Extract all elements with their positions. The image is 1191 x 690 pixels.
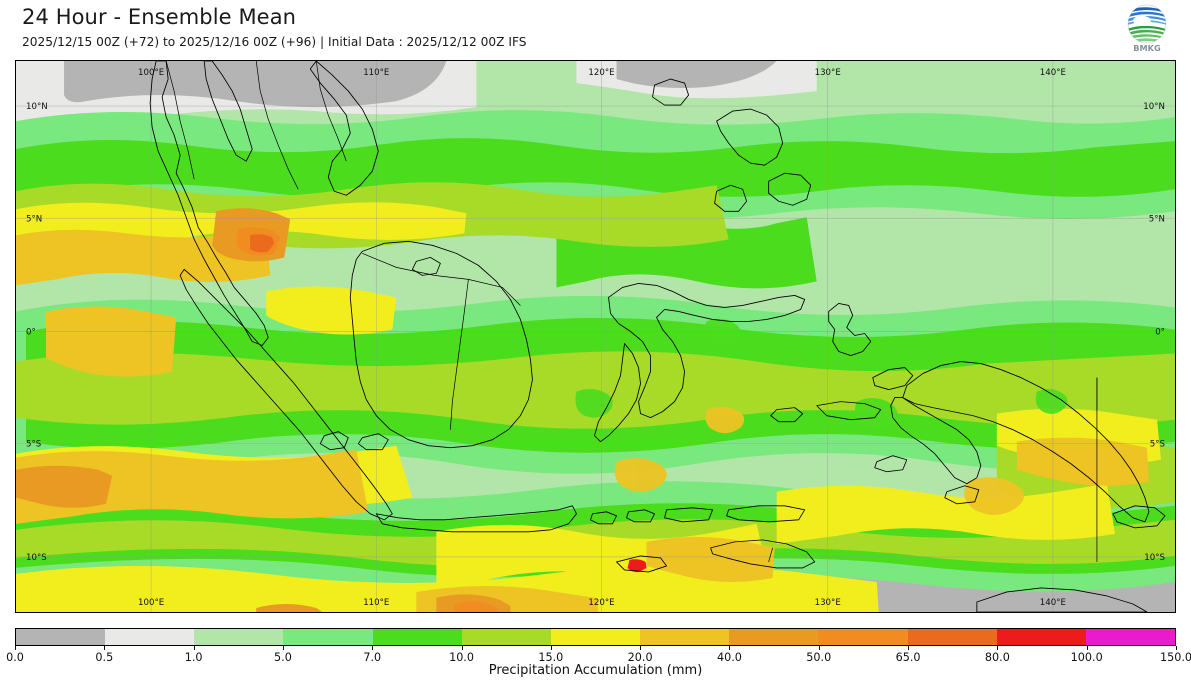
bmkg-logo: BMKG: [1116, 2, 1178, 54]
lat-label-10n-left: 10°N: [26, 102, 48, 112]
colorbar-tick-mark-5: [461, 646, 463, 650]
lat-label-5n-left: 5°N: [26, 214, 42, 224]
colorbar-band-2: [194, 629, 284, 645]
lon-label-120e-bottom: 120°E: [588, 598, 614, 608]
colorbar-band-6: [550, 629, 641, 645]
colorbar-tick-label-0: 0.0: [6, 651, 24, 664]
colorbar-tick-label-5: 10.0: [449, 651, 474, 664]
colorbar[interactable]: [15, 628, 1176, 646]
page-subtitle: 2025/12/15 00Z (+72) to 2025/12/16 00Z (…: [22, 35, 527, 49]
colorbar-band-9: [818, 629, 908, 645]
colorbar-tick-mark-12: [1086, 646, 1088, 650]
colorbar-tick-mark-1: [104, 646, 106, 650]
lat-label-5s-right: 5°S: [1150, 440, 1165, 450]
lon-label-110e-top: 110°E: [363, 68, 389, 78]
map-canvas: 10°N 5°N 0° 5°S 10°S 10°N 5°N 0° 5°S 10°…: [16, 61, 1175, 612]
lat-label-10n-right: 10°N: [1143, 102, 1165, 112]
colorbar-tick-label-11: 80.0: [984, 651, 1010, 664]
colorbar-tick-label-3: 5.0: [274, 651, 292, 664]
lon-label-120e-top: 120°E: [588, 68, 614, 78]
colorbar-tick-mark-3: [282, 646, 284, 650]
colorbar-tick-mark-10: [908, 646, 910, 650]
bmkg-logo-icon: BMKG: [1127, 4, 1167, 53]
lat-label-10s-left: 10°S: [26, 553, 47, 563]
colorbar-band-8: [729, 629, 819, 645]
colorbar-tick-label-4: 7.0: [363, 651, 382, 664]
colorbar-tick-label-10: 65.0: [895, 651, 921, 664]
colorbar-tick-label-2: 1.0: [184, 651, 203, 664]
lon-label-140e-bottom: 140°E: [1040, 598, 1066, 608]
colorbar-tick-label-12: 100.0: [1070, 651, 1103, 664]
colorbar-tick-mark-11: [997, 646, 999, 650]
colorbar-tick-mark-4: [372, 646, 374, 650]
lat-label-5s-left: 5°S: [26, 440, 41, 450]
colorbar-tick-label-13: 150.0: [1159, 651, 1191, 664]
colorbar-tick-label-1: 0.5: [95, 651, 114, 664]
colorbar-tick-mark-8: [729, 646, 731, 650]
country-borders: [165, 61, 1098, 563]
colorbar-tick-mark-2: [193, 646, 195, 650]
colorbar-tick-label-6: 15.0: [538, 651, 564, 664]
colorbar-tick-label-7: 20.0: [627, 651, 653, 664]
colorbar-tick-label-8: 40.0: [716, 651, 742, 664]
page-title: 24 Hour - Ensemble Mean: [22, 5, 297, 29]
map-axis-labels: 10°N 5°N 0° 5°S 10°S 10°N 5°N 0° 5°S 10°…: [26, 68, 1165, 608]
colorbar-band-5: [461, 629, 551, 645]
colorbar-band-0: [16, 629, 106, 645]
header: 24 Hour - Ensemble Mean 2025/12/15 00Z (…: [0, 0, 1191, 58]
colorbar-tick-mark-13: [1176, 646, 1177, 650]
precipitation-map[interactable]: 10°N 5°N 0° 5°S 10°S 10°N 5°N 0° 5°S 10°…: [15, 60, 1176, 613]
coastlines: [149, 61, 1166, 612]
lat-label-0-left: 0°: [26, 327, 36, 337]
graticule: [16, 61, 1175, 612]
lat-label-0-right: 0°: [1155, 327, 1165, 337]
colorbar-tick-mark-6: [550, 646, 552, 650]
colorbar-band-3: [283, 629, 373, 645]
colorbar-band-7: [640, 629, 730, 645]
lon-label-130e-bottom: 130°E: [815, 598, 841, 608]
lon-label-110e-bottom: 110°E: [363, 598, 389, 608]
colorbar-band-12: [1085, 629, 1176, 645]
colorbar-band-4: [372, 629, 462, 645]
colorbar-tick-label-9: 50.0: [806, 651, 832, 664]
lon-label-100e-top: 100°E: [138, 68, 164, 78]
colorbar-tick-mark-0: [15, 646, 16, 650]
lat-label-5n-right: 5°N: [1149, 214, 1165, 224]
lon-label-100e-bottom: 100°E: [138, 598, 164, 608]
colorbar-ticks: 0.0 0.5 1.0 5.0 7.0 10.0 15.0 20.0 40.0 50.0 65.0 8…: [0, 646, 1191, 664]
bmkg-logo-text: BMKG: [1133, 43, 1161, 53]
colorbar-band-10: [907, 629, 997, 645]
lon-label-130e-top: 130°E: [815, 68, 841, 78]
lat-label-10s-right: 10°S: [1144, 553, 1165, 563]
lon-label-140e-top: 140°E: [1040, 68, 1066, 78]
colorbar-tick-mark-9: [818, 646, 820, 650]
colorbar-band-11: [996, 629, 1086, 645]
colorbar-band-1: [105, 629, 195, 645]
colorbar-bands[interactable]: [15, 628, 1176, 646]
precip-field: [16, 61, 1175, 612]
colorbar-tick-mark-7: [640, 646, 642, 650]
colorbar-title: Precipitation Accumulation (mm): [488, 663, 703, 678]
